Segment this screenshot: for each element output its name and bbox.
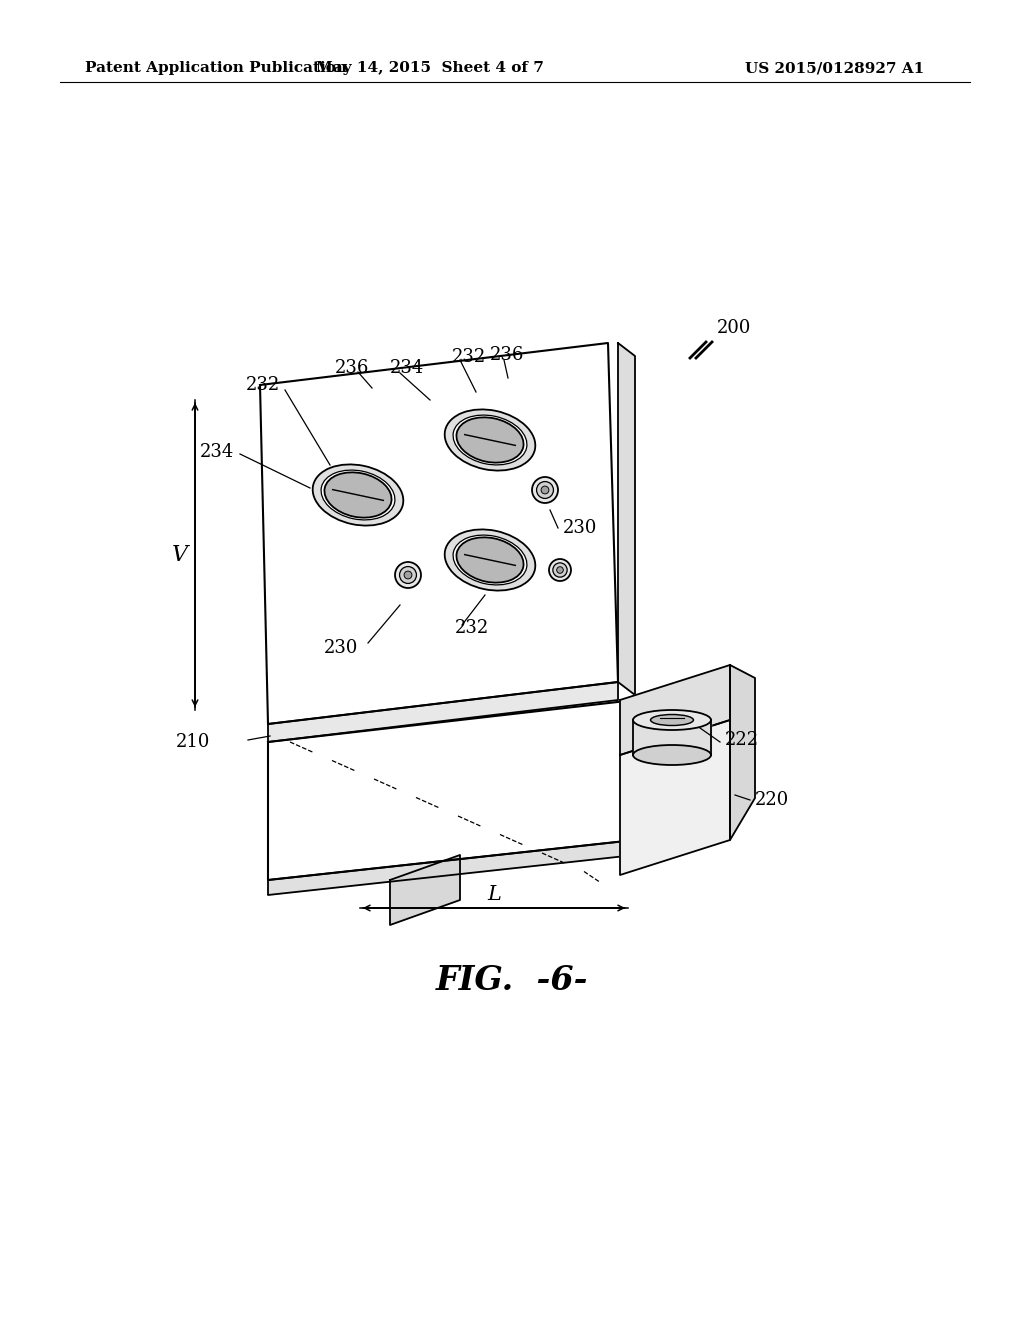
Circle shape	[404, 572, 412, 579]
Circle shape	[395, 562, 421, 587]
Polygon shape	[268, 682, 618, 742]
Circle shape	[549, 558, 571, 581]
Text: FIG.  -6-: FIG. -6-	[436, 964, 588, 997]
Polygon shape	[268, 840, 635, 895]
Text: 234: 234	[390, 359, 424, 378]
Ellipse shape	[444, 409, 536, 470]
Circle shape	[399, 566, 417, 583]
Text: 232: 232	[452, 348, 486, 366]
Ellipse shape	[650, 714, 693, 726]
Text: 230: 230	[563, 519, 597, 537]
Ellipse shape	[444, 529, 536, 590]
Text: L: L	[487, 886, 501, 904]
Text: 232: 232	[246, 376, 280, 393]
Polygon shape	[633, 719, 711, 755]
Circle shape	[557, 566, 563, 573]
Ellipse shape	[457, 537, 523, 582]
Polygon shape	[620, 719, 730, 875]
Polygon shape	[260, 343, 618, 723]
Text: US 2015/0128927 A1: US 2015/0128927 A1	[745, 61, 925, 75]
Ellipse shape	[633, 710, 711, 730]
Text: 236: 236	[490, 346, 524, 364]
Text: V: V	[172, 544, 188, 566]
Ellipse shape	[453, 535, 527, 585]
Polygon shape	[390, 855, 460, 925]
Ellipse shape	[633, 744, 711, 766]
Text: 230: 230	[324, 639, 358, 657]
Ellipse shape	[325, 473, 391, 517]
Text: 210: 210	[176, 733, 210, 751]
Circle shape	[553, 562, 567, 577]
Ellipse shape	[322, 470, 395, 520]
Polygon shape	[618, 343, 635, 696]
Text: 220: 220	[755, 791, 790, 809]
Text: 232: 232	[455, 619, 489, 638]
Ellipse shape	[457, 417, 523, 462]
Ellipse shape	[453, 414, 527, 465]
Circle shape	[537, 482, 553, 499]
Text: Patent Application Publication: Patent Application Publication	[85, 61, 347, 75]
Ellipse shape	[312, 465, 403, 525]
Polygon shape	[268, 700, 635, 880]
Text: May 14, 2015  Sheet 4 of 7: May 14, 2015 Sheet 4 of 7	[316, 61, 544, 75]
Polygon shape	[730, 665, 755, 840]
Text: 236: 236	[335, 359, 370, 378]
Text: 200: 200	[717, 319, 752, 337]
Text: 234: 234	[200, 444, 234, 461]
Polygon shape	[620, 665, 730, 755]
Text: 222: 222	[725, 731, 759, 748]
Circle shape	[532, 477, 558, 503]
Circle shape	[541, 486, 549, 494]
